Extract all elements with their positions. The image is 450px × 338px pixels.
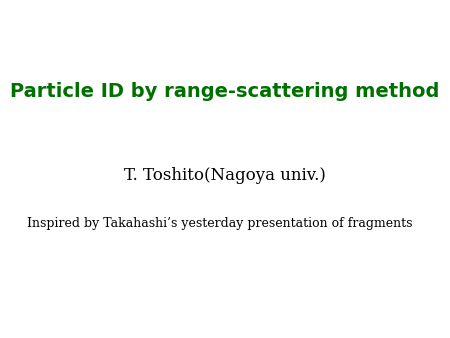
Text: Particle ID by range-scattering method: Particle ID by range-scattering method [10,82,440,101]
Text: Inspired by Takahashi’s yesterday presentation of fragments: Inspired by Takahashi’s yesterday presen… [27,217,413,230]
Text: T. Toshito(Nagoya univ.): T. Toshito(Nagoya univ.) [124,167,326,184]
